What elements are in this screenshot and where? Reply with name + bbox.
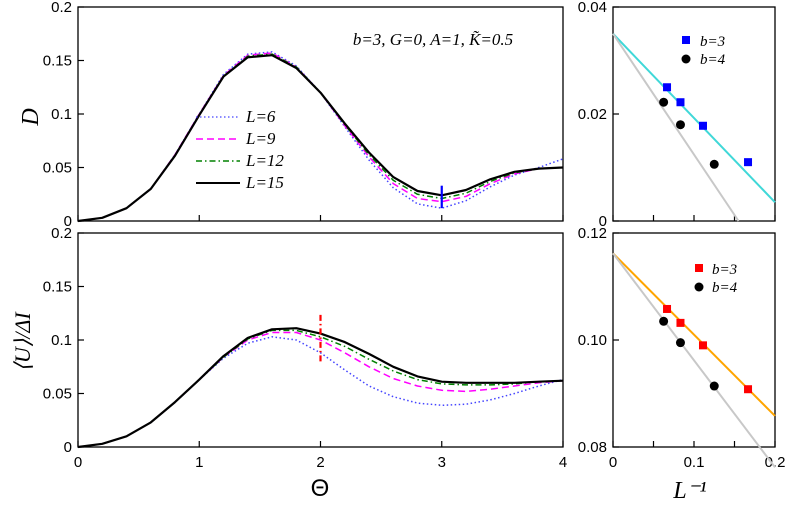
series-line-L12	[77, 53, 564, 222]
y-tick-label: 0.15	[43, 279, 72, 296]
data-point-b4	[709, 381, 719, 391]
data-point-b3	[744, 158, 753, 167]
legend-marker-b3-bottom	[695, 264, 703, 272]
fit-line	[612, 33, 776, 203]
data-point-b4	[709, 159, 719, 169]
data-point-b3	[676, 318, 685, 327]
panel-top-right: 0 0.02 0.04	[578, 0, 776, 230]
legend-marker-b4-top	[681, 54, 691, 64]
y-tick-label: 0	[64, 213, 72, 230]
y-tick-label: 0.05	[43, 386, 72, 403]
y-tick-label: 0.2	[51, 0, 72, 16]
legend-label-l9: L=9	[245, 129, 276, 148]
legend-marker-b3-top	[682, 36, 690, 44]
x-axis-label-bottom-left: Θ	[311, 475, 330, 502]
x-tick-label: 1	[195, 454, 203, 471]
y-axis-label-top-left: D	[18, 108, 44, 126]
data-point-b3	[698, 121, 707, 130]
series-line-L6	[77, 51, 564, 222]
legend-label-b4-bottom: b=4	[712, 280, 738, 296]
x-tick-label: 0	[609, 454, 617, 471]
legend-label-b4-top: b=4	[700, 52, 726, 68]
y-tick-label: 0	[64, 439, 72, 456]
y-tick-label: 0.05	[43, 160, 72, 177]
legend-label-l15: L=15	[245, 173, 284, 192]
data-point-b3	[663, 83, 672, 92]
panel-top-right-frame	[612, 6, 776, 222]
panel-bottom-right: 0.08 0.10 0.12 0 0.1 0.2	[578, 225, 786, 471]
legend-bottom-right: b=3 b=4	[694, 262, 738, 296]
data-point-b4	[659, 97, 669, 107]
series-line-L9	[77, 331, 564, 448]
data-point-b4	[675, 338, 685, 348]
x-tick-label: 0.1	[684, 454, 705, 471]
y-tick-label: 0.02	[578, 106, 607, 123]
y-tick-label: 0.2	[51, 225, 72, 242]
y-axis-label-bottom-left: ⟨U⟩/ΔI	[10, 311, 35, 372]
y-tick-label: 0.12	[578, 225, 607, 242]
series-line-L6	[77, 336, 564, 448]
panel-top-left: 0 0.05 0.1 0.15 0.2	[43, 0, 564, 230]
fit-line	[612, 33, 740, 222]
series-line-L15	[77, 54, 564, 223]
legend-top-left: L=6 L=9 L=12 L=15	[196, 107, 284, 192]
x-tick-label: 0	[74, 454, 82, 471]
panel-bottom-left: 0 0.05 0.1 0.15 0.2 0 1 2 3 4	[43, 225, 567, 471]
data-point-b3	[676, 98, 685, 107]
data-point-b4	[675, 120, 685, 130]
x-axis-label-bottom-right: L⁻¹	[672, 478, 706, 504]
series-line-L9	[77, 52, 564, 222]
panel-bottom-right-frame	[612, 232, 776, 448]
data-point-b3	[663, 304, 672, 313]
legend-top-right: b=3 b=4	[681, 34, 726, 68]
legend-label-b3-top: b=3	[700, 34, 725, 50]
legend-label-b3-bottom: b=3	[712, 262, 737, 278]
fit-line	[612, 252, 776, 468]
y-tick-label: 0	[599, 213, 607, 230]
legend-marker-b4-bottom	[694, 282, 704, 292]
y-tick-label: 0.1	[51, 106, 72, 123]
y-tick-label: 0.04	[578, 0, 607, 16]
data-point-b4	[659, 316, 669, 326]
y-tick-label: 0.10	[578, 332, 607, 349]
x-tick-label: 4	[559, 454, 567, 471]
legend-label-l12: L=12	[245, 151, 284, 170]
y-tick-label: 0.08	[578, 439, 607, 456]
x-tick-label: 2	[316, 454, 324, 471]
data-point-b3	[698, 341, 707, 350]
x-tick-label: 3	[438, 454, 446, 471]
annotation-params: b=3, G=0, A=1, K̃=0.5	[353, 30, 513, 49]
legend-label-l6: L=6	[245, 107, 276, 126]
y-tick-label: 0.15	[43, 53, 72, 70]
x-tick-label: 0.2	[765, 454, 786, 471]
data-point-b3	[744, 385, 753, 394]
y-tick-label: 0.1	[51, 332, 72, 349]
